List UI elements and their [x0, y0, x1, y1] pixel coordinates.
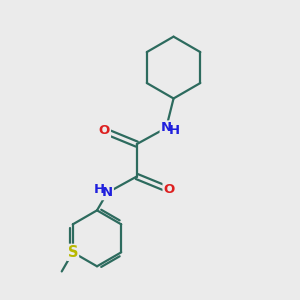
Text: N: N	[160, 122, 172, 134]
Text: H: H	[94, 183, 105, 196]
Text: O: O	[164, 183, 175, 196]
Text: S: S	[68, 245, 78, 260]
Text: N: N	[102, 186, 113, 199]
Text: O: O	[99, 124, 110, 137]
Text: H: H	[169, 124, 180, 137]
